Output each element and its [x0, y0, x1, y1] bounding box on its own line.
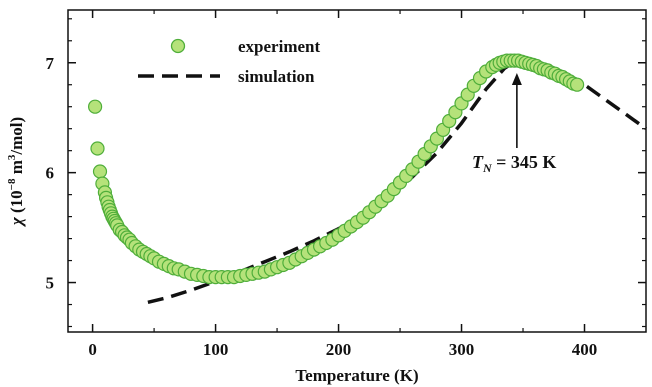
y-axis-text-open: (10	[7, 190, 26, 217]
legend-simulation-label: simulation	[238, 67, 315, 86]
plot-frame	[67, 9, 647, 333]
experiment-point	[92, 164, 108, 179]
annotation-suffix: = 345 K	[492, 152, 557, 172]
annotation-label: TN = 345 K	[472, 152, 556, 175]
y-axis-text-close: /mol)	[7, 117, 26, 156]
experiment-point	[569, 77, 585, 92]
y-axis-exp1: −8	[6, 178, 18, 190]
neel-annotation: TN = 345 K	[472, 72, 556, 175]
x-tick-label: 200	[326, 340, 352, 359]
x-tick-label: 400	[572, 340, 598, 359]
experiment-point	[87, 99, 103, 114]
y-tick-label: 6	[46, 164, 55, 183]
legend: experiment simulation	[138, 37, 320, 86]
y-axis-exp2: 3	[6, 154, 18, 160]
x-tick-label: 100	[203, 340, 229, 359]
annotation-arrowhead	[511, 72, 522, 85]
experiment-layer	[87, 53, 585, 285]
y-axis-symbol: χ	[7, 216, 26, 227]
annotation-prefix: T	[472, 152, 484, 172]
annotation-subscript: N	[482, 161, 493, 175]
ticks-layer: 0 100 200 300 400 5 6 7	[46, 10, 646, 359]
x-tick-label: 300	[449, 340, 475, 359]
y-tick-label: 5	[46, 274, 55, 293]
x-axis-title: Temperature (K)	[295, 366, 418, 385]
x-tick-label: 0	[88, 340, 97, 359]
y-axis-title: χ (10−8 m3/mol)	[6, 117, 26, 227]
experiment-point	[90, 141, 105, 156]
legend-experiment-marker	[170, 38, 186, 54]
y-axis-text-mid: m	[7, 160, 26, 178]
legend-experiment-label: experiment	[238, 37, 320, 56]
y-tick-label: 7	[46, 54, 55, 73]
